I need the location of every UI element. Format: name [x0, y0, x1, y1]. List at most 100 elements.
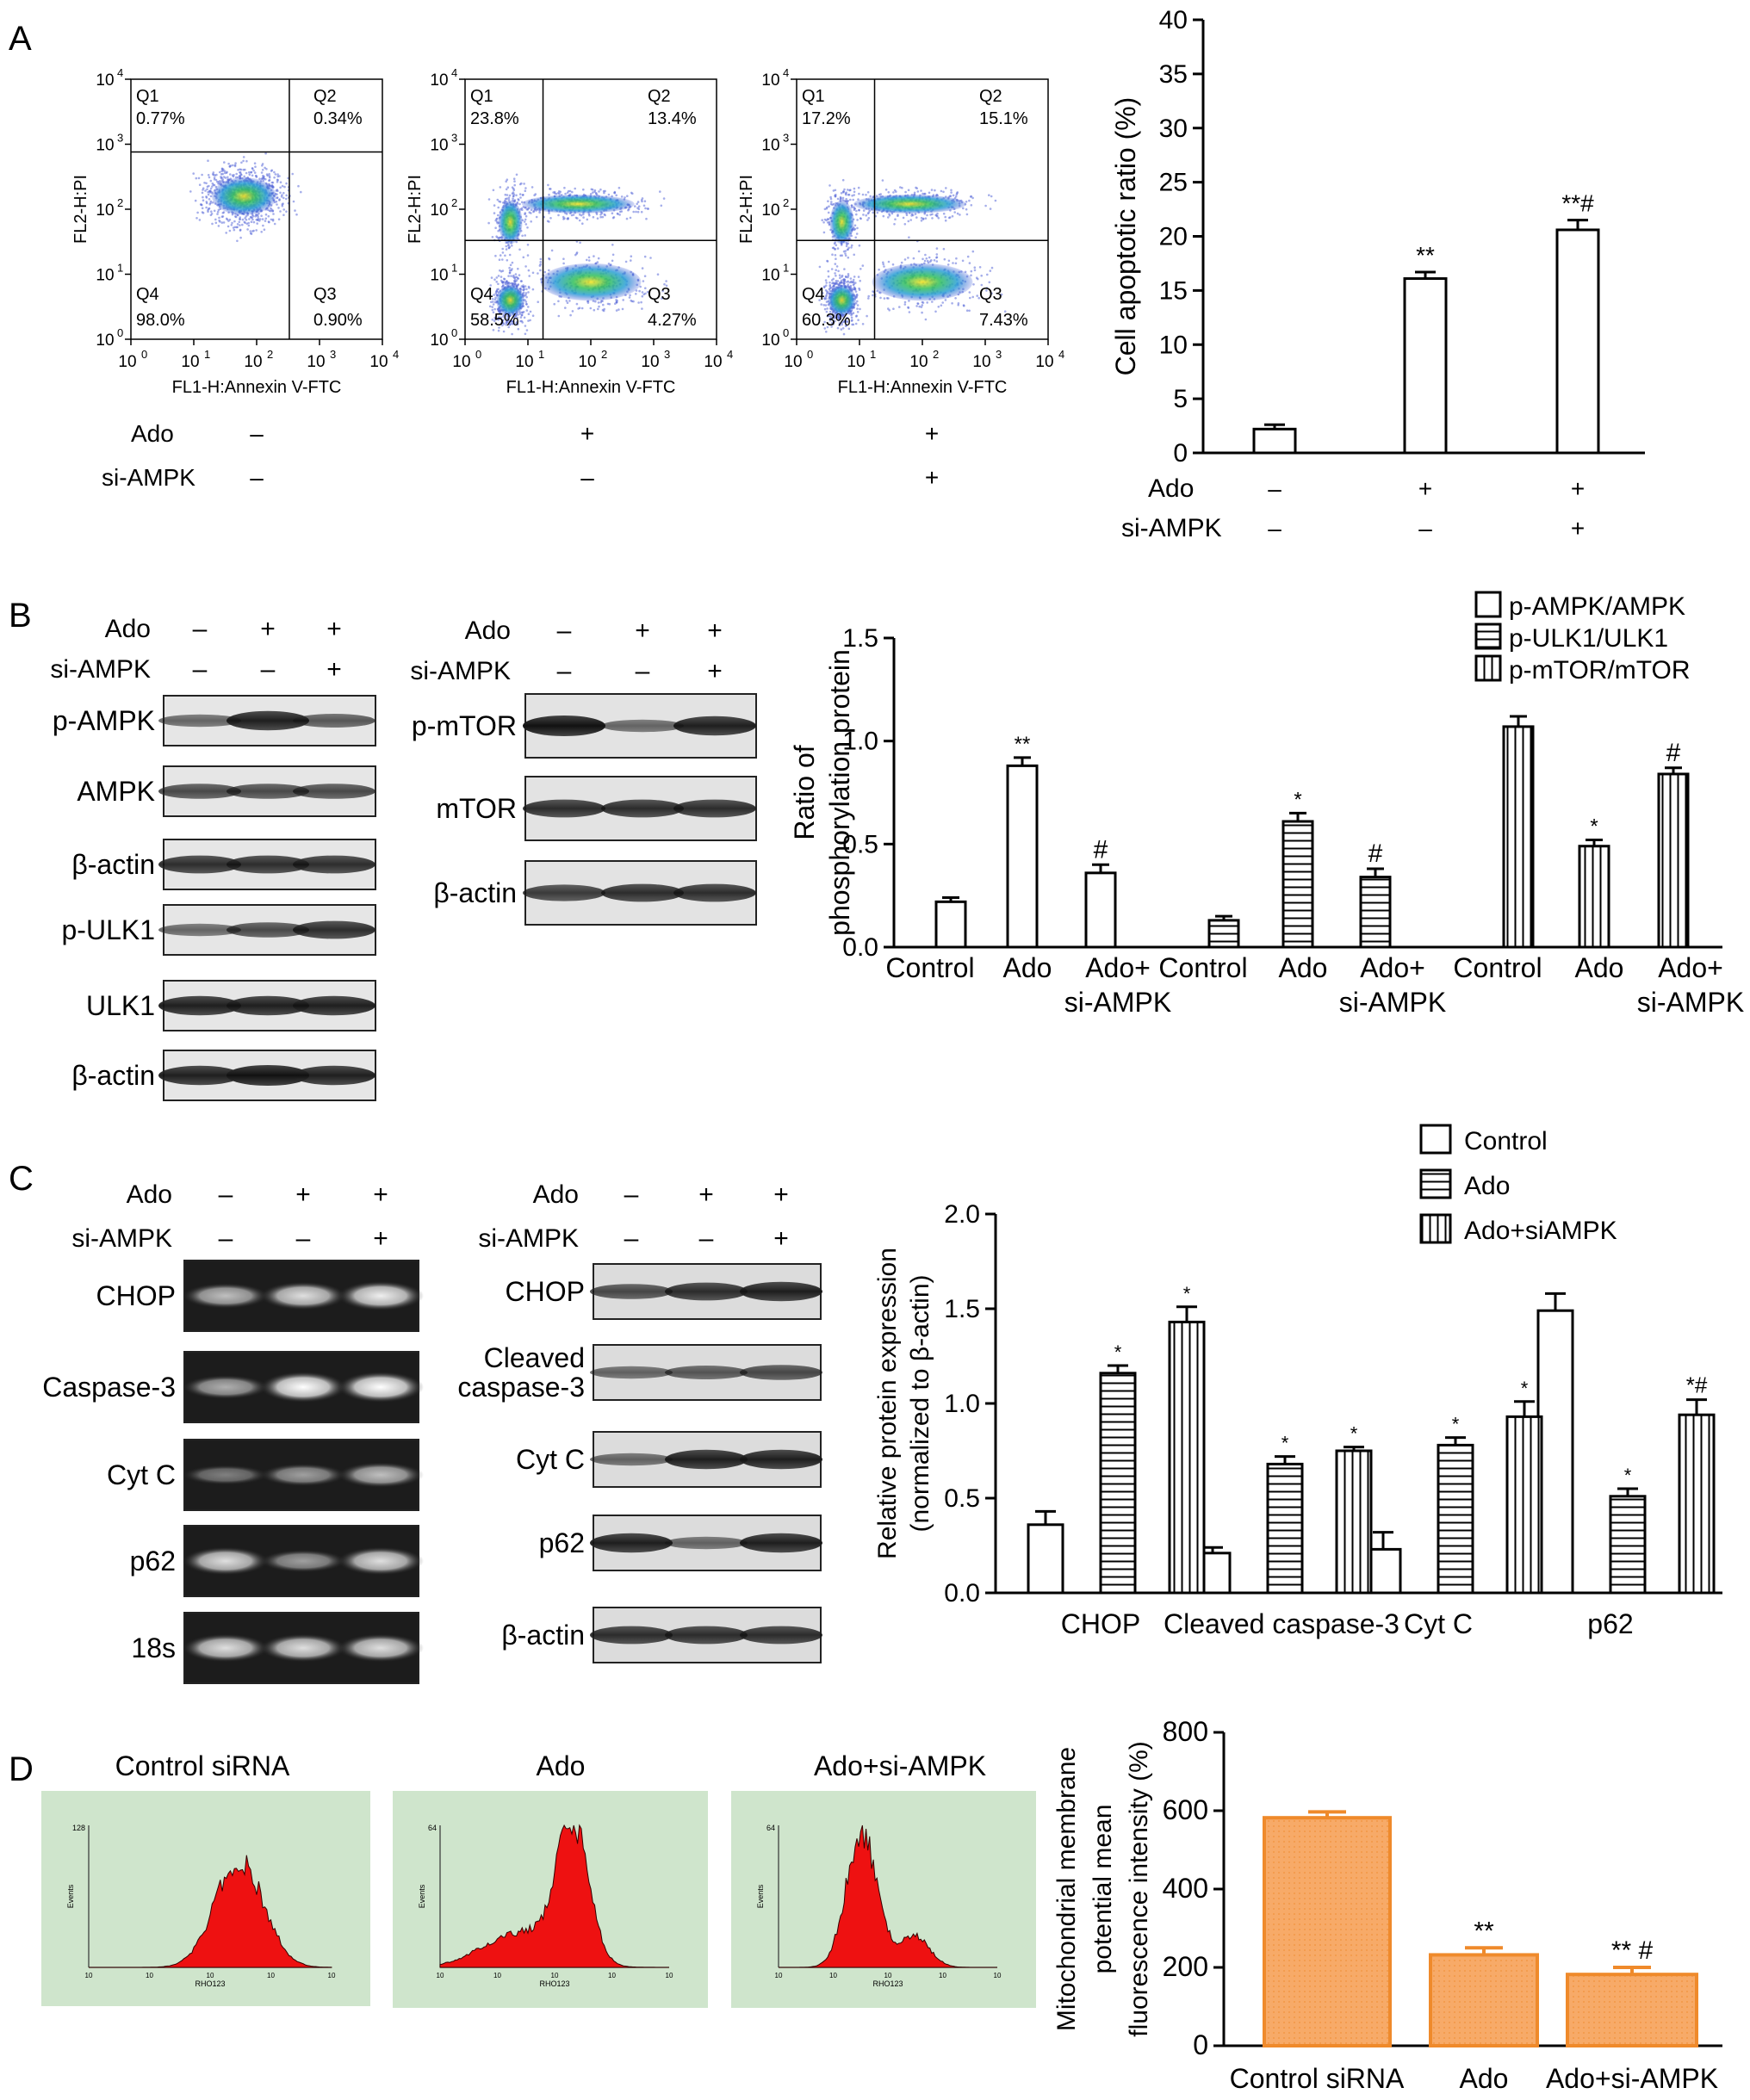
flow-event-dot: [659, 190, 661, 193]
panel-a-treatment-rows: Ado si-AMPK – + + – – +: [102, 420, 939, 491]
flow-event-dot: [646, 290, 649, 294]
flow-event-dot: [843, 268, 846, 270]
flow-event-dot: [257, 219, 259, 221]
flow-event-dot: [835, 265, 839, 268]
flow-event-dot: [862, 209, 866, 212]
flow-event-dot: [518, 274, 521, 276]
blotB1-ado-sign: +: [260, 615, 276, 643]
chart-d-bar: [1429, 1953, 1539, 2047]
blotC-band: [665, 1282, 748, 1301]
flow-event-dot: [511, 268, 513, 270]
flow-event-dot: [624, 196, 626, 199]
gelC-row-label: Caspase-3: [42, 1372, 176, 1403]
flow-event-dot: [245, 219, 248, 221]
flow-event-dot: [283, 185, 286, 189]
chart-b-significance-label: *: [1294, 788, 1301, 811]
flow-event-dot: [926, 214, 928, 217]
flow-event-dot: [556, 192, 560, 195]
flow-event-dot: [821, 219, 823, 221]
gelC-si-sign: –: [296, 1224, 311, 1253]
blotC-band: [590, 1453, 673, 1466]
flow-event-dot: [937, 306, 940, 308]
flow-event-dot: [209, 187, 213, 190]
flow-event-dot: [598, 190, 600, 193]
chart-d-bar: [1263, 1816, 1392, 2047]
histogram-x-tick-label: 10: [829, 1972, 837, 1979]
flow-event-dot: [497, 282, 500, 286]
flow-event-dot: [510, 275, 512, 277]
flow-event-dot: [836, 197, 840, 201]
flow-event-dot: [229, 173, 232, 176]
flow-event-dot: [636, 201, 640, 203]
flow-event-dot: [195, 177, 198, 180]
flow-event-dot: [627, 208, 630, 211]
flow-event-dot: [514, 314, 518, 318]
flow-event-dot: [861, 323, 865, 325]
flow-event-dot: [517, 313, 519, 316]
flow-event-dot: [496, 288, 499, 291]
flow-event-dot: [632, 210, 635, 214]
chart-c-significance-label: *: [1521, 1378, 1529, 1399]
flow-event-dot: [276, 203, 278, 206]
gelC-band: [338, 1633, 424, 1663]
chart-b-significance-label: *: [1590, 815, 1598, 839]
flow-event-dot: [504, 193, 507, 196]
flow-event-dot: [520, 313, 524, 317]
flow-event-dot: [827, 275, 830, 278]
flow-event-dot: [849, 198, 852, 201]
panel-label-b: B: [9, 597, 32, 635]
blotB2-band: [523, 884, 605, 901]
flow-event-dot: [491, 298, 494, 300]
flow-event-dot: [834, 263, 837, 265]
gelC-band: [338, 1546, 424, 1576]
flow-event-dot: [205, 201, 208, 205]
flow-event-dot: [239, 224, 241, 226]
flow-event-dot: [920, 306, 923, 308]
chart-c-protein-expression: 0.0 0.5 1.0 1.5 2.0 Relative protein expressi…: [873, 1124, 1722, 1639]
flow-event-dot: [948, 216, 952, 219]
flow-event-dot: [225, 232, 228, 234]
flow-event-dot: [531, 271, 535, 275]
flow-event-dot: [271, 181, 275, 184]
flow-event-dot: [265, 173, 269, 176]
blotC-band: [590, 1284, 673, 1299]
flow-event-dot: [824, 279, 828, 282]
flow-event-dot: [217, 183, 220, 185]
flow-event-dot: [865, 214, 867, 217]
flow-event-dot: [514, 273, 518, 276]
flow-event-dot: [257, 215, 259, 218]
flow-event-dot: [489, 284, 492, 287]
flow-event-dot: [531, 288, 535, 291]
flow-event-dot: [495, 289, 498, 293]
x-tick-exponent: 4: [393, 348, 399, 361]
blotC-row-label: Cyt C: [516, 1444, 585, 1475]
gelC-band: [260, 1281, 346, 1310]
flow-event-dot: [603, 307, 605, 311]
flow-event-dot: [518, 183, 522, 186]
flow-event-dot: [630, 299, 632, 302]
flow-event-dot: [572, 214, 575, 216]
flow-event-dot: [537, 272, 539, 275]
quadrant-q3-value: 7.43%: [979, 311, 1028, 330]
flow-event-dot: [239, 175, 241, 177]
flow-event-dot: [529, 310, 532, 313]
flow-event-dot: [281, 184, 284, 188]
flow-event-dot: [825, 331, 828, 333]
flow-event-dot: [495, 220, 499, 223]
flow-event-dot: [824, 295, 828, 298]
chart-b-significance-label: #: [1368, 839, 1383, 868]
flow-event-dot: [505, 248, 508, 251]
flow-event-dot: [840, 244, 843, 246]
flow-event-dot: [835, 244, 838, 247]
flow-event-dot: [931, 213, 934, 216]
blotB2-band: [601, 883, 684, 902]
flow-event-dot: [611, 216, 615, 220]
chart-c-bar: [1678, 1413, 1716, 1595]
flow-event-dot: [238, 220, 241, 224]
flow-event-dot: [855, 295, 858, 298]
flow-event-dot: [207, 159, 209, 162]
chart-d-y-axis-label-line-2: potential mean: [1089, 1805, 1117, 1974]
flow-event-dot: [239, 168, 243, 171]
